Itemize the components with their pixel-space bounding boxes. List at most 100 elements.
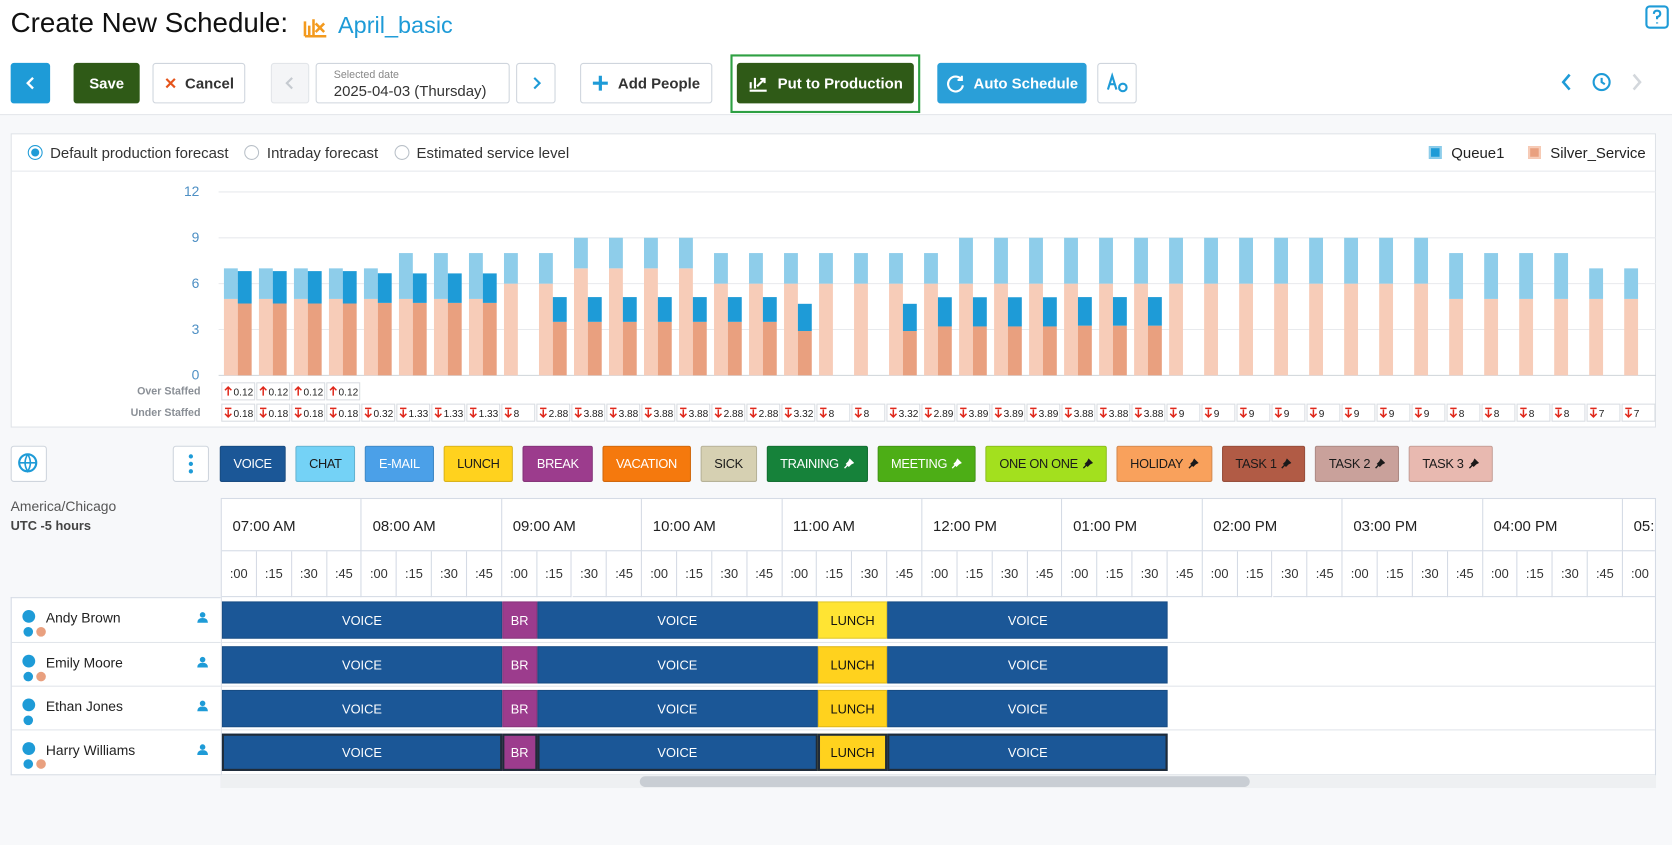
scheduled-bar: [1112, 325, 1127, 376]
staffing-value: 0.12: [234, 388, 254, 399]
forecast-bar: [854, 283, 868, 376]
activity-chip[interactable]: LUNCH: [443, 445, 514, 482]
activity-chip[interactable]: E-MAIL: [365, 445, 434, 482]
hour-cell: [221, 499, 362, 552]
back-button[interactable]: [10, 62, 51, 104]
schedule-name: April_basic: [338, 11, 453, 39]
activity-block[interactable]: LUNCH: [817, 646, 888, 684]
block-label: VOICE: [657, 657, 698, 673]
activity-block[interactable]: VOICE: [887, 646, 1168, 684]
agent-row-label[interactable]: Emily Moore: [11, 643, 221, 687]
activity-chip[interactable]: HOLIDAY: [1116, 445, 1212, 482]
activity-chip[interactable]: TRAINING: [766, 445, 868, 482]
staffing-value: 0.32: [374, 409, 394, 420]
scrollbar-thumb[interactable]: [639, 776, 1250, 787]
activity-chip[interactable]: ONE ON ONE: [985, 445, 1107, 482]
activity-block[interactable]: LUNCH: [817, 733, 888, 771]
staffing-arrow: [1274, 407, 1283, 418]
staffing-cell: [291, 382, 326, 401]
date-field[interactable]: Selected date 2025-04-03 (Thursday): [315, 62, 510, 104]
hour-label: 03:00 PM: [1353, 517, 1418, 535]
activity-block[interactable]: BR: [502, 689, 538, 728]
radio-circle: [27, 145, 43, 160]
activity-block[interactable]: VOICE: [537, 733, 818, 771]
cancel-button[interactable]: Cancel: [152, 62, 246, 104]
activity-block[interactable]: LUNCH: [817, 689, 888, 728]
next-date-button[interactable]: [516, 62, 556, 104]
agent-row-label[interactable]: Andy Brown: [11, 598, 221, 643]
activity-chip[interactable]: VOICE: [219, 445, 286, 482]
prev-date-button[interactable]: [270, 62, 310, 104]
pin-shape: [1082, 458, 1093, 469]
staffing-value: 3.32: [899, 409, 919, 420]
minute-cell: :15: [677, 551, 713, 598]
activity-block[interactable]: BR: [502, 733, 538, 771]
activity-block[interactable]: VOICE: [537, 601, 818, 639]
save-button[interactable]: Save: [73, 62, 140, 104]
block-label: LUNCH: [830, 701, 875, 717]
scrollbar[interactable]: [220, 775, 1657, 789]
activity-block[interactable]: VOICE: [887, 601, 1168, 639]
staffing-value: 0.12: [269, 388, 289, 399]
activity-block[interactable]: VOICE: [537, 689, 818, 728]
agent-row-label[interactable]: Ethan Jones: [11, 687, 221, 731]
person-icon[interactable]: [196, 743, 209, 756]
activity-block[interactable]: LUNCH: [817, 601, 888, 639]
staffing-arrow: [1449, 407, 1458, 418]
minute-cell: :15: [256, 551, 292, 598]
activity-chip[interactable]: TASK 3: [1408, 445, 1493, 482]
block-label: BR: [510, 657, 529, 673]
forecast-bar: [1309, 237, 1324, 284]
activity-chip[interactable]: MEETING: [877, 445, 976, 482]
pin-icon: [1188, 458, 1199, 469]
block-label: VOICE: [1007, 612, 1048, 628]
radio-option[interactable]: Intraday forecast: [244, 143, 378, 162]
activity-block[interactable]: VOICE: [221, 733, 503, 771]
activity-chip[interactable]: CHAT: [295, 445, 356, 482]
radio-option[interactable]: Estimated service level: [394, 143, 569, 162]
person-icon[interactable]: [196, 611, 209, 624]
menu-button[interactable]: [172, 445, 210, 482]
forecast-bar: [1449, 253, 1464, 299]
staffing-arrow: [1309, 407, 1318, 418]
staffing-value: 7: [1634, 409, 1640, 420]
activity-block[interactable]: BR: [502, 601, 538, 639]
activity-chip[interactable]: SICK: [700, 445, 757, 482]
activity-block[interactable]: VOICE: [221, 689, 503, 728]
minute-cell: :45: [1587, 551, 1623, 598]
activity-block[interactable]: VOICE: [537, 646, 818, 684]
scheduled-bar: [482, 302, 497, 376]
staffing-arrow: [924, 407, 933, 418]
add-people-button[interactable]: Add People: [580, 62, 713, 104]
agent-row-label[interactable]: Harry Williams: [11, 730, 221, 776]
settings-button[interactable]: [1097, 62, 1137, 104]
put-to-production-button[interactable]: Put to Production: [736, 62, 914, 104]
forecast-bar: [398, 298, 413, 376]
activity-block[interactable]: VOICE: [887, 689, 1168, 728]
activity-chip[interactable]: TASK 1: [1221, 445, 1306, 482]
scheduled-bar: [727, 321, 742, 376]
radio-option[interactable]: Default production forecast: [27, 143, 229, 162]
person-shape: [197, 656, 208, 668]
forecast-bar: [468, 253, 483, 299]
activity-chip[interactable]: TASK 2: [1315, 445, 1399, 482]
person-shape: [197, 700, 208, 712]
block-label: VOICE: [1007, 744, 1048, 760]
forecast-bar: [994, 283, 1008, 376]
activity-chip[interactable]: VACATION: [602, 445, 691, 482]
history-nav[interactable]: [1555, 70, 1651, 96]
auto-icon: [947, 75, 964, 93]
forecast-bar: [1274, 283, 1288, 376]
auto-schedule-button[interactable]: Auto Schedule: [937, 62, 1087, 104]
staffing-arrow: [1519, 407, 1528, 418]
activity-chip[interactable]: BREAK: [523, 445, 593, 482]
person-icon[interactable]: [196, 656, 209, 669]
help-button[interactable]: [1642, 2, 1672, 32]
activity-block[interactable]: BR: [502, 646, 538, 684]
timezone-button[interactable]: [10, 445, 47, 482]
person-icon[interactable]: [196, 700, 209, 713]
activity-block[interactable]: VOICE: [221, 646, 503, 684]
forecast-bar: [1204, 283, 1218, 376]
activity-block[interactable]: VOICE: [887, 733, 1168, 771]
activity-block[interactable]: VOICE: [221, 601, 503, 639]
